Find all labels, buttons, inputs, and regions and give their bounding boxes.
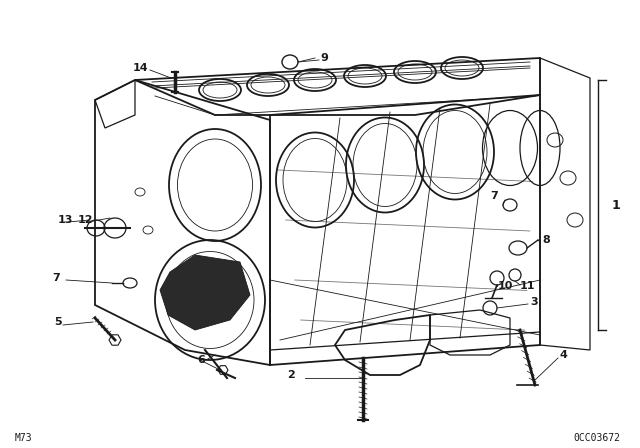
Text: 4: 4: [560, 350, 568, 360]
Text: 11: 11: [520, 281, 536, 291]
Text: 9: 9: [320, 53, 328, 63]
Text: 7: 7: [52, 273, 60, 283]
Polygon shape: [160, 255, 250, 330]
Text: 8: 8: [542, 235, 550, 245]
Text: 2: 2: [287, 370, 295, 380]
Text: M73: M73: [15, 433, 33, 443]
Text: 1: 1: [612, 198, 621, 211]
Text: 3: 3: [530, 297, 538, 307]
Text: 5: 5: [54, 317, 62, 327]
Text: 13: 13: [58, 215, 74, 225]
Text: 7: 7: [490, 191, 498, 201]
Text: 10: 10: [498, 281, 513, 291]
Text: 14: 14: [132, 63, 148, 73]
Text: 6: 6: [197, 355, 205, 365]
Text: 0CC03672: 0CC03672: [573, 433, 620, 443]
Text: 12: 12: [78, 215, 93, 225]
